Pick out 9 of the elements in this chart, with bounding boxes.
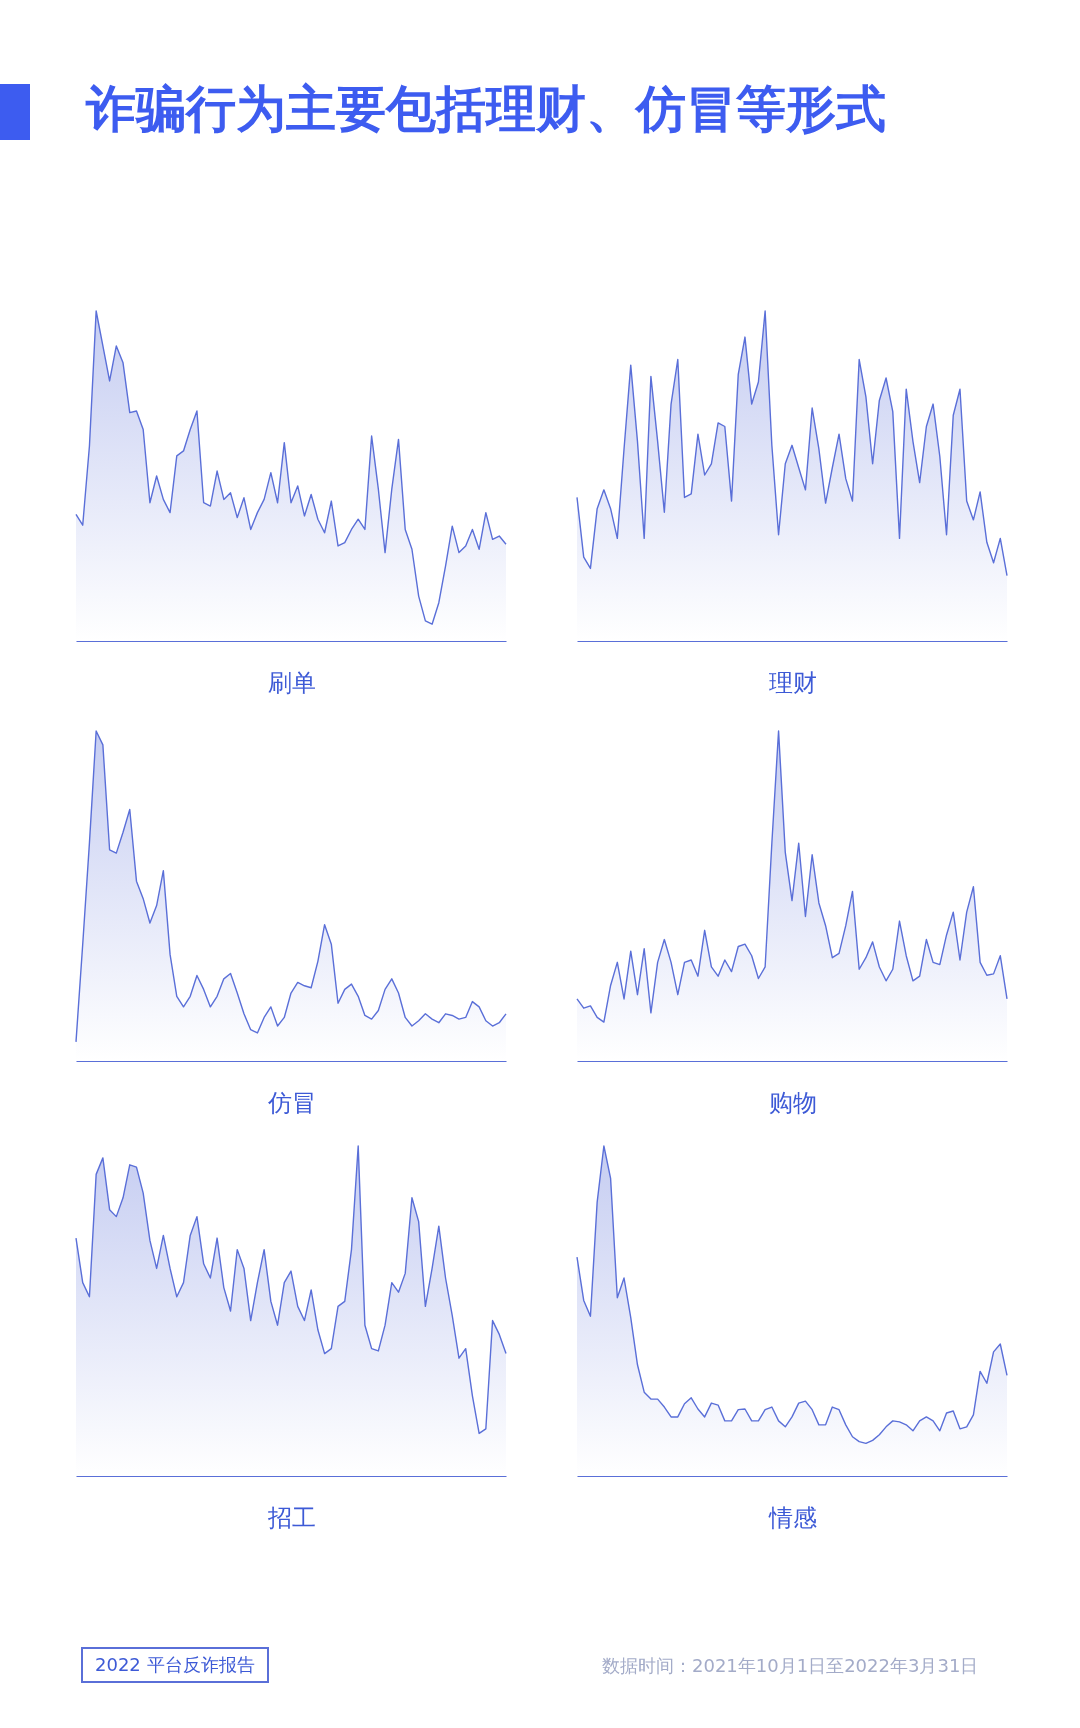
x-axis-title: 情感 xyxy=(767,1503,817,1532)
text: 诈骗行为主要包括理财、仿冒等形式 xyxy=(86,79,886,140)
text: 2022 平台反诈报告 xyxy=(81,1647,269,1683)
text: 数据时间：2021年10月1日至2022年3月31日 xyxy=(602,1654,979,1678)
x-axis-title: 刷单 xyxy=(267,668,316,697)
x-axis-title: 购物 xyxy=(768,1088,817,1117)
x-axis-title: 仿冒 xyxy=(266,1088,316,1117)
x-axis-title: 理财 xyxy=(768,668,817,697)
x-axis-title: 招工 xyxy=(266,1503,316,1532)
